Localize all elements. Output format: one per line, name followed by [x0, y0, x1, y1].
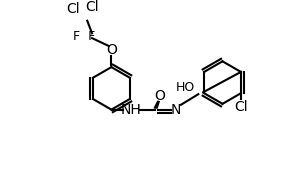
Text: Cl: Cl: [66, 2, 79, 16]
Text: N: N: [171, 103, 181, 117]
Text: O: O: [106, 43, 117, 57]
Text: O: O: [154, 89, 165, 103]
Text: NH: NH: [120, 103, 141, 117]
Text: Cl: Cl: [85, 0, 99, 14]
Text: Cl: Cl: [234, 100, 248, 114]
Text: F  F: F F: [73, 30, 95, 43]
Text: HO: HO: [176, 81, 195, 94]
